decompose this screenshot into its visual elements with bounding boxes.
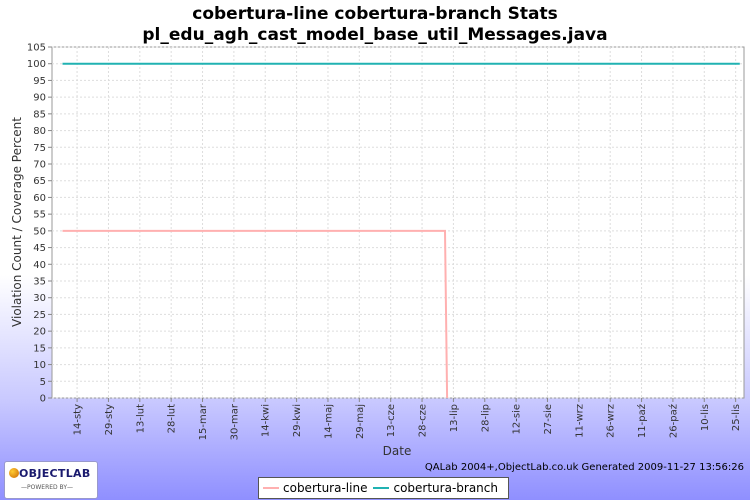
- y-tick-label: 85: [33, 109, 46, 120]
- y-tick-label: 30: [33, 293, 46, 304]
- legend-item-line: cobertura-line: [263, 481, 367, 495]
- y-tick-label: 55: [33, 210, 46, 221]
- legend-label-line: cobertura-line: [283, 481, 368, 495]
- x-tick-label: 29-maj: [355, 404, 366, 439]
- y-tick-label: 100: [27, 59, 46, 70]
- x-tick-label: 10-lis: [700, 404, 711, 431]
- legend-swatch-line: [263, 487, 279, 489]
- y-tick-label: 95: [33, 76, 46, 87]
- x-tick-label: 15-mar: [198, 403, 209, 440]
- x-tick-label: 13-cze: [386, 404, 397, 437]
- x-tick-label: 14-sty: [73, 404, 84, 435]
- y-tick-label: 60: [33, 193, 46, 204]
- legend-swatch-branch: [373, 487, 390, 489]
- legend: cobertura-line cobertura-branch: [258, 477, 509, 499]
- y-tick-label: 15: [33, 343, 46, 354]
- x-tick-label: 29-sty: [104, 404, 115, 435]
- x-tick-label: 13-lip: [449, 404, 460, 432]
- x-tick-label: 11-wrz: [574, 404, 585, 438]
- y-tick-label: 20: [33, 327, 46, 338]
- y-tick-label: 5: [40, 377, 46, 388]
- x-tick-label: 12-sie: [512, 404, 523, 434]
- chart-title: cobertura-line cobertura-branch Stats: [192, 4, 557, 24]
- series-lines: [62, 62, 740, 399]
- x-tick-label: 28-lut: [167, 404, 178, 433]
- y-axis: 0 5 10 15 20 25 30 35 40 45 50 55 60 65 70 75 80 85 90 95 10…: [27, 43, 52, 405]
- legend-label-branch: cobertura-branch: [393, 481, 498, 495]
- y-tick-label: 50: [33, 226, 46, 237]
- x-tick-label: 26-wrz: [606, 404, 617, 438]
- y-axis-label: Violation Count / Coverage Percent: [10, 117, 24, 327]
- y-tick-label: 35: [33, 277, 46, 288]
- y-tick-label: 70: [33, 160, 46, 171]
- x-tick-label: 28-lip: [480, 404, 491, 432]
- y-tick-label: 90: [33, 93, 46, 104]
- generated-footer: QALab 2004+,ObjectLab.co.uk Generated 20…: [424, 462, 744, 473]
- x-tick-label: 14-kwi: [261, 404, 272, 437]
- x-tick-label: 27-sie: [543, 404, 554, 434]
- y-tick-label: 105: [27, 43, 46, 54]
- y-tick-label: 75: [33, 143, 46, 154]
- logo-subtext: —POWERED BY—: [21, 484, 74, 491]
- y-tick-label: 0: [40, 394, 46, 405]
- x-tick-label: 26-paź: [667, 404, 679, 438]
- y-tick-label: 80: [33, 126, 46, 137]
- logo-mark-icon: [9, 468, 19, 478]
- x-axis: 14-sty 29-sty 13-lut 28-lut 15-mar 30-mar 14-k…: [73, 398, 742, 440]
- y-tick-label: 45: [33, 243, 46, 254]
- plot-area: [51, 46, 745, 399]
- y-tick-label: 10: [33, 360, 46, 371]
- chart-subtitle: pl_edu_agh_cast_model_base_util_Messages…: [142, 25, 607, 45]
- x-tick-label: 29-kwi: [292, 404, 303, 437]
- x-tick-label: 13-lut: [135, 404, 146, 433]
- series-line-cobertura-line: [62, 229, 449, 399]
- x-tick-label: 28-cze: [418, 404, 429, 437]
- x-axis-label: Date: [383, 444, 412, 458]
- y-tick-label: 25: [33, 310, 46, 321]
- y-tick-label: 40: [33, 260, 46, 271]
- y-tick-label: 65: [33, 176, 46, 187]
- logo-text: OBJECTLAB: [19, 467, 91, 480]
- x-tick-label: 14-maj: [323, 404, 334, 439]
- x-tick-label: 11-paź: [636, 404, 648, 438]
- objectlab-logo: OBJECTLAB —POWERED BY—: [4, 461, 98, 499]
- x-tick-label: 25-lis: [731, 404, 742, 431]
- x-tick-label: 30-mar: [229, 403, 240, 440]
- legend-item-branch: cobertura-branch: [373, 481, 498, 495]
